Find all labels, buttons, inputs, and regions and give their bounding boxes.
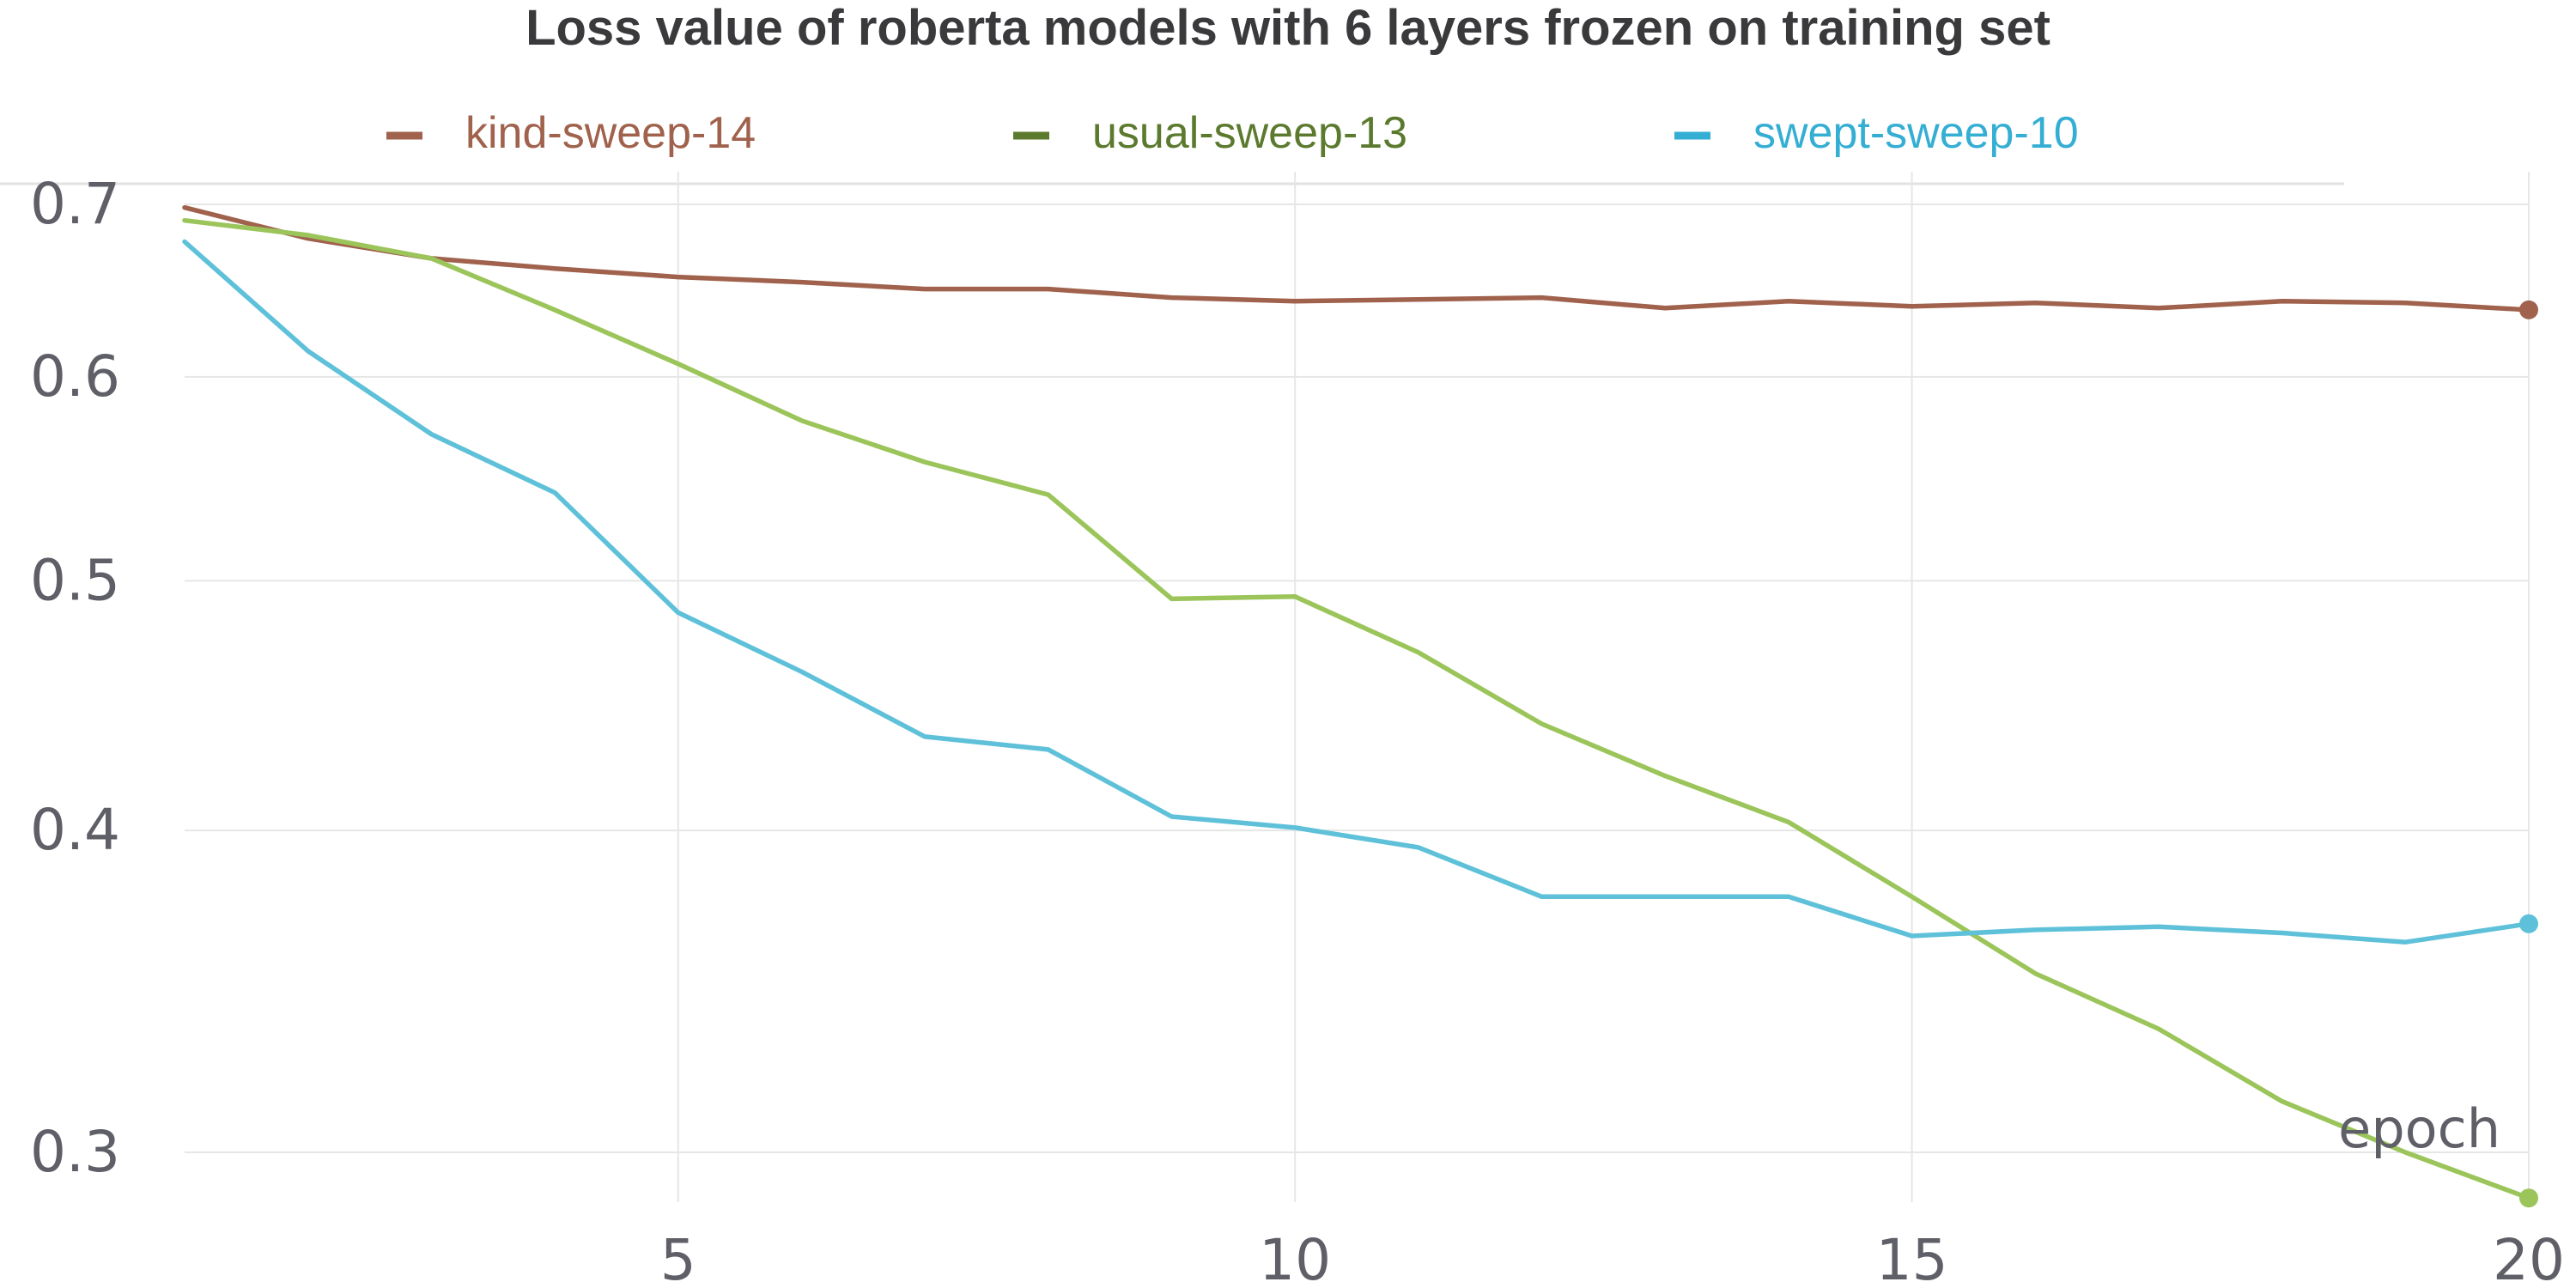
legend-item-swept-sweep-10[interactable]: swept-sweep-10 <box>1674 108 2079 158</box>
y-tick-label: 0.6 <box>30 343 120 410</box>
legend-label: swept-sweep-10 <box>1753 108 2079 158</box>
y-tick-label: 0.3 <box>30 1119 120 1185</box>
chart-legend: kind-sweep-14 usual-sweep-13 swept-sweep-1… <box>386 108 2079 158</box>
series-end-marker-kind-sweep-14 <box>2519 300 2538 319</box>
series-line-usual-sweep-13 <box>182 217 2531 1200</box>
grid-lines <box>185 172 2530 1202</box>
y-tick-label: 0.5 <box>30 547 120 613</box>
series-end-marker-swept-sweep-10 <box>2519 914 2538 933</box>
legend-label: kind-sweep-14 <box>465 108 756 158</box>
series-line-kind-sweep-14 <box>182 204 2531 313</box>
x-tick-label: 5 <box>660 1227 696 1288</box>
legend-label: usual-sweep-13 <box>1092 108 1407 158</box>
series-group <box>182 204 2538 1208</box>
y-tick-label: 0.7 <box>30 171 120 237</box>
x-tick-label: 10 <box>1259 1227 1331 1288</box>
x-tick-label: 20 <box>2493 1227 2565 1288</box>
series-line-swept-sweep-10 <box>182 239 2531 945</box>
x-tick-label: 15 <box>1876 1227 1948 1288</box>
x-axis-ticks: 5 10 15 20 <box>660 1227 2565 1288</box>
x-axis-label: epoch <box>2338 1097 2500 1160</box>
legend-item-usual-sweep-13[interactable]: usual-sweep-13 <box>1013 108 1407 158</box>
chart-title: Loss value of roberta models with 6 laye… <box>526 0 2050 56</box>
legend-item-kind-sweep-14[interactable]: kind-sweep-14 <box>386 108 756 158</box>
y-tick-label: 0.4 <box>30 797 120 863</box>
y-axis-ticks: 0.3 0.4 0.5 0.6 0.7 <box>30 171 120 1185</box>
series-end-marker-usual-sweep-13 <box>2519 1188 2538 1208</box>
